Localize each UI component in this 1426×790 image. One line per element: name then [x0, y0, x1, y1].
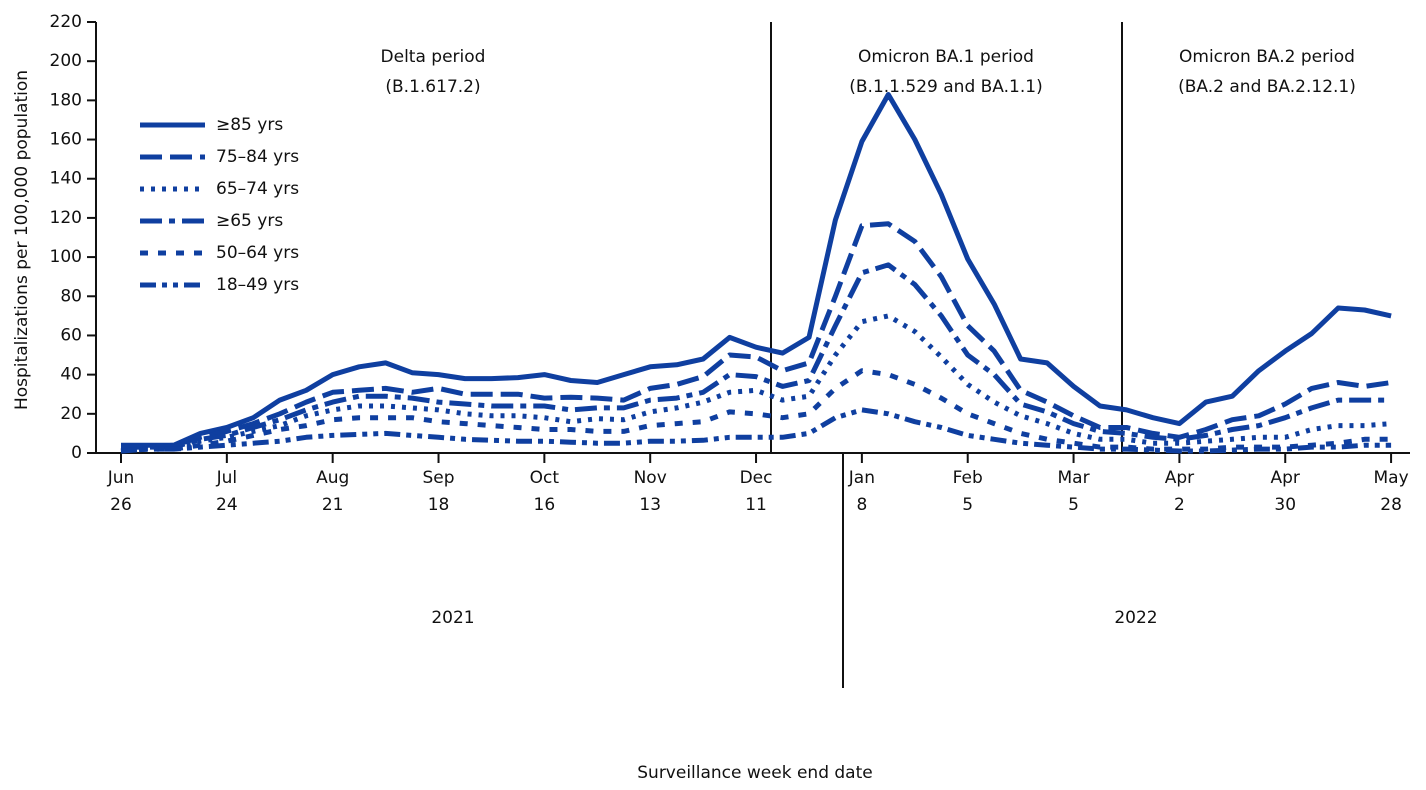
y-tick-label: 40: [60, 365, 82, 385]
y-axis-title: Hospitalizations per 100,000 population: [12, 70, 32, 410]
x-tick-label: Apr 2: [1165, 468, 1194, 515]
x-tick-label: Oct 16: [530, 468, 560, 515]
period-name: Omicron BA.2 period: [1179, 47, 1355, 67]
x-tick-label: May 28: [1374, 468, 1409, 515]
y-tick-label: 200: [50, 51, 82, 71]
period-name: Omicron BA.1 period: [858, 47, 1034, 67]
y-tick-label: 220: [50, 12, 82, 32]
legend-label: 50–64 yrs: [216, 243, 299, 263]
x-tick-label: Jul 24: [216, 468, 238, 515]
x-tick-label: Feb 5: [953, 468, 983, 515]
legend-label: ≥65 yrs: [216, 211, 283, 231]
series-line: [120, 407, 1392, 454]
y-tick-label: 100: [50, 247, 82, 267]
legend-label: 18–49 yrs: [216, 275, 299, 295]
period-variants: (BA.2 and BA.2.12.1): [1178, 77, 1356, 97]
year-label: 2022: [1114, 608, 1157, 628]
y-tick-label: 120: [50, 208, 82, 228]
year-label: 2021: [431, 608, 474, 628]
series-line: [121, 262, 1392, 450]
y-tick-label: 160: [50, 130, 82, 150]
x-tick-label: Apr 30: [1271, 468, 1300, 515]
y-tick-label: 20: [60, 404, 82, 424]
series-line: [121, 92, 1392, 448]
series-line: [121, 221, 1392, 450]
x-tick-label: Dec 11: [740, 468, 773, 515]
y-tick-label: 140: [50, 169, 82, 189]
period-variants: (B.1.1.529 and BA.1.1): [849, 77, 1042, 97]
y-tick-label: 180: [50, 90, 82, 110]
legend-label: ≥85 yrs: [216, 115, 283, 135]
x-tick-label: Mar 5: [1058, 468, 1090, 515]
y-tick-label: 0: [71, 443, 82, 463]
x-tick-label: Jun 26: [107, 468, 135, 515]
y-tick-label: 80: [60, 286, 82, 306]
x-tick-label: Sep 18: [422, 468, 454, 515]
x-tick-label: Jan 8: [848, 468, 875, 515]
x-tick-label: Aug 21: [316, 468, 349, 515]
legend-label: 75–84 yrs: [216, 147, 299, 167]
period-variants: (B.1.617.2): [385, 77, 480, 97]
x-axis-title: Surveillance week end date: [637, 763, 872, 783]
x-tick-label: Nov 13: [634, 468, 667, 515]
legend-label: 65–74 yrs: [216, 179, 299, 199]
period-name: Delta period: [381, 47, 486, 67]
y-tick-label: 60: [60, 325, 82, 345]
